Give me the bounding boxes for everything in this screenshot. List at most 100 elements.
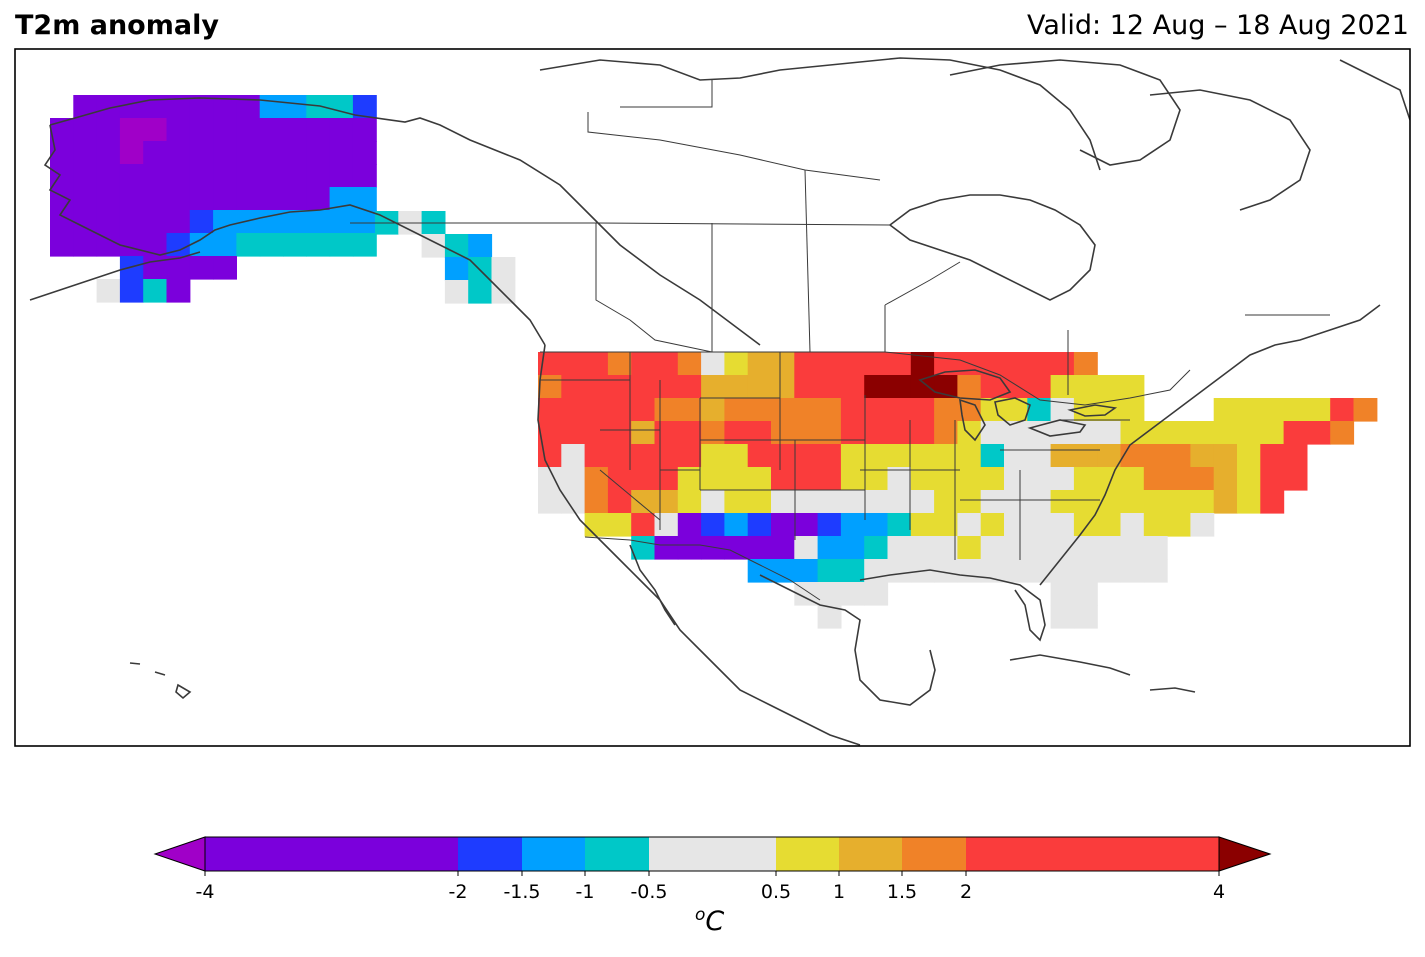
colorbar-unit: oC: [695, 905, 725, 937]
anomaly-cell: [654, 421, 679, 445]
anomaly-cell: [1190, 421, 1215, 445]
anomaly-cell: [887, 536, 912, 560]
anomaly-cell: [189, 95, 214, 119]
anomaly-cell: [771, 559, 795, 583]
anomaly-cell: [631, 352, 656, 376]
anomaly-cell: [840, 375, 865, 399]
anomaly-cell: [934, 467, 958, 491]
anomaly-cell: [306, 164, 331, 188]
anomaly-cell: [143, 164, 168, 188]
anomaly-cell: [50, 141, 74, 165]
anomaly-cell: [607, 490, 632, 514]
anomaly-cell: [119, 164, 144, 188]
anomaly-cell: [166, 233, 191, 257]
anomaly-cell: [1260, 398, 1285, 422]
anomaly-cell: [352, 95, 377, 119]
anomaly-cell: [817, 605, 842, 629]
anomaly-cell: [631, 536, 656, 560]
anomaly-cell: [817, 582, 842, 606]
anomaly-cell: [259, 210, 284, 234]
anomaly-cell: [1050, 490, 1075, 514]
anomaly-cell: [1237, 421, 1261, 445]
anomaly-cell: [631, 375, 656, 399]
anomaly-cell: [1097, 559, 1122, 583]
anomaly-cell: [864, 582, 889, 606]
anomaly-cell: [1213, 421, 1238, 445]
anomaly-cell: [654, 444, 679, 468]
anomaly-cell: [701, 490, 725, 514]
anomaly-cell: [677, 444, 702, 468]
anomaly-cell: [584, 421, 609, 445]
anomaly-cell: [1050, 352, 1075, 376]
anomaly-grid: [50, 95, 1378, 629]
anomaly-cell: [607, 352, 632, 376]
anomaly-cell: [166, 95, 191, 119]
anomaly-cell: [1027, 398, 1052, 422]
anomaly-cell: [910, 352, 935, 376]
anomaly-cell: [631, 513, 656, 537]
anomaly-cell: [259, 187, 284, 211]
anomaly-cell: [957, 421, 982, 445]
anomaly-cell: [213, 233, 237, 257]
anomaly-cell: [1283, 444, 1308, 468]
anomaly-cell: [794, 513, 819, 537]
anomaly-cell: [1073, 375, 1098, 399]
anomaly-cell: [584, 513, 609, 537]
anomaly-cell: [887, 559, 912, 583]
anomaly-cell: [934, 398, 958, 422]
anomaly-cell: [794, 398, 819, 422]
anomaly-cell: [864, 375, 889, 399]
anomaly-cell: [1097, 375, 1122, 399]
anomaly-cell: [119, 141, 144, 165]
anomaly-cell: [283, 164, 307, 188]
anomaly-cell: [329, 95, 354, 119]
anomaly-cell: [166, 187, 191, 211]
anomaly-cell: [352, 164, 377, 188]
anomaly-cell: [771, 536, 795, 560]
anomaly-cell: [166, 118, 191, 142]
anomaly-cell: [1306, 421, 1331, 445]
anomaly-cell: [306, 210, 331, 234]
anomaly-cell: [1027, 559, 1052, 583]
anomaly-cell: [840, 352, 865, 376]
anomaly-cell: [840, 559, 865, 583]
anomaly-cell: [934, 536, 958, 560]
anomaly-cell: [96, 95, 121, 119]
anomaly-cell: [584, 444, 609, 468]
anomaly-cell: [607, 467, 632, 491]
anomaly-cell: [1283, 421, 1308, 445]
anomaly-cell: [1004, 559, 1028, 583]
anomaly-cell: [701, 375, 725, 399]
anomaly-cell: [143, 187, 168, 211]
colorbar-bin: [902, 837, 966, 871]
anomaly-cell: [1143, 467, 1168, 491]
anomaly-cell: [864, 467, 889, 491]
anomaly-cell: [864, 536, 889, 560]
anomaly-cell: [980, 536, 1005, 560]
anomaly-cell: [213, 95, 237, 119]
colorbar-bin: [522, 837, 585, 871]
anomaly-cell: [283, 95, 307, 119]
anomaly-cell: [306, 141, 331, 165]
colorbar-bin: [585, 837, 649, 871]
anomaly-cell: [887, 490, 912, 514]
anomaly-cell: [1167, 490, 1191, 514]
anomaly-cell: [980, 467, 1005, 491]
anomaly-cell: [491, 280, 516, 304]
anomaly-cell: [166, 210, 191, 234]
anomaly-cell: [724, 444, 749, 468]
anomaly-cell: [864, 513, 889, 537]
anomaly-cell: [607, 444, 632, 468]
colorbar-tick-label: -2: [449, 881, 468, 903]
anomaly-cell: [561, 375, 586, 399]
anomaly-cell: [980, 559, 1005, 583]
anomaly-cell: [887, 444, 912, 468]
anomaly-cell: [1073, 582, 1098, 606]
anomaly-cell: [910, 536, 935, 560]
colorbar-tick-label: 4: [1213, 881, 1225, 903]
anomaly-cell: [166, 256, 191, 280]
anomaly-cell: [980, 375, 1005, 399]
anomaly-cell: [934, 421, 958, 445]
anomaly-cell: [352, 187, 377, 211]
anomaly-cell: [887, 375, 912, 399]
